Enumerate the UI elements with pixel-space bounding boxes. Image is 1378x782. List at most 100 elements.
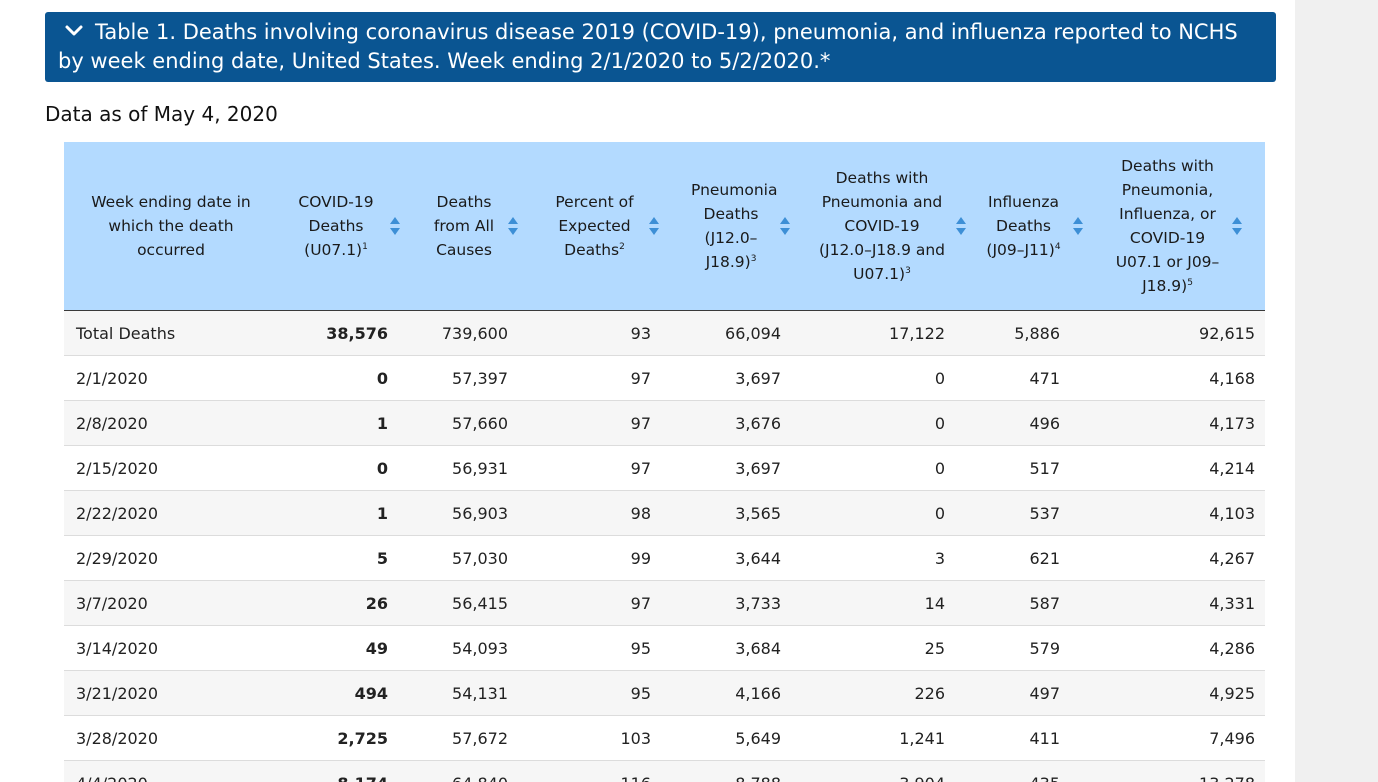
table-row: Total Deaths 38,576 739,600 93 66,094 17,122 5… [64,310,1265,356]
column-header-text: Percent of Expected Deaths [555,193,634,259]
table-cell: 3,733 [675,580,807,626]
table-cell: 411 [977,715,1090,761]
table-cell: 494 [278,670,414,716]
table-cell: 739,600 [414,310,534,356]
table-cell: 93 [534,310,675,356]
table-row: 3/7/2020 26 56,415 97 3,733 14 587 4,331 [64,580,1265,626]
table-cell: 26 [278,580,414,626]
table-cell: 3,697 [675,445,807,491]
table-cell: 517 [977,445,1090,491]
sort-icon[interactable] [1072,216,1084,236]
table-cell: 14 [807,580,977,626]
row-week-cell: 2/15/2020 [64,445,278,491]
sort-icon[interactable] [1231,216,1243,236]
sort-icon[interactable] [507,216,519,236]
table-header-row: Week ending date in which the death occu… [64,142,1265,311]
sort-icon[interactable] [389,216,401,236]
row-week-cell: 2/22/2020 [64,490,278,536]
table-cell: 4,166 [675,670,807,716]
table-cell: 4,168 [1090,355,1265,401]
sort-icon[interactable] [648,216,660,236]
column-header-2[interactable]: COVID-19 Deaths (U07.1)1 [278,142,414,311]
table-cell: 17,122 [807,310,977,356]
column-header-label: COVID-19 Deaths (U07.1)1 [291,190,381,262]
chevron-down-icon [63,21,85,41]
table-cell: 64,840 [414,760,534,782]
table-cell: 97 [534,355,675,401]
column-header-label: Deaths with Pneumonia and COVID-19 (J12.… [817,166,947,286]
table-cell: 66,094 [675,310,807,356]
table-cell: 57,397 [414,355,534,401]
footnote-marker: 2 [619,242,625,252]
table-cell: 8,174 [278,760,414,782]
table-cell: 4,103 [1090,490,1265,536]
table-cell: 3 [807,535,977,581]
table-cell: 3,676 [675,400,807,446]
column-header-3[interactable]: Deaths from All Causes [414,142,534,311]
column-header-4[interactable]: Percent of Expected Deaths2 [534,142,675,311]
table-cell: 1 [278,400,414,446]
table-cell: 97 [534,445,675,491]
table-cell: 95 [534,670,675,716]
table-cell: 4,331 [1090,580,1265,626]
row-week-cell: 2/8/2020 [64,400,278,446]
table-cell: 579 [977,625,1090,671]
table-cell: 56,415 [414,580,534,626]
table-cell: 3,644 [675,535,807,581]
table-cell: 537 [977,490,1090,536]
column-header-text: Deaths with Pneumonia and COVID-19 (J12.… [818,169,946,283]
table-title: Table 1. Deaths involving coronavirus di… [58,20,1238,73]
column-header-8[interactable]: Deaths with Pneumonia, Influenza, or COV… [1090,142,1265,311]
sort-icon[interactable] [955,216,967,236]
table-cell: 0 [807,445,977,491]
footnote-marker: 3 [905,266,911,276]
page-gutter [1295,0,1378,782]
table-cell: 13,278 [1090,760,1265,782]
column-header-text: COVID-19 Deaths (U07.1) [298,193,374,259]
table-cell: 471 [977,355,1090,401]
row-week-cell: Total Deaths [64,310,278,356]
column-header-7[interactable]: Influenza Deaths (J09–J11)4 [977,142,1090,311]
row-week-cell: 3/28/2020 [64,715,278,761]
table-cell: 57,660 [414,400,534,446]
table-row: 3/14/2020 49 54,093 95 3,684 25 579 4,286 [64,625,1265,671]
table-cell: 2,725 [278,715,414,761]
table-cell: 99 [534,535,675,581]
table-cell: 3,684 [675,625,807,671]
table-cell: 1 [278,490,414,536]
table-accordion-toggle[interactable]: Table 1. Deaths involving coronavirus di… [45,12,1276,82]
table-cell: 4,925 [1090,670,1265,716]
column-header-text: Deaths with Pneumonia, Influenza, or COV… [1115,157,1220,295]
table-row: 3/28/2020 2,725 57,672 103 5,649 1,241 411 7,49… [64,715,1265,761]
table-cell: 5,886 [977,310,1090,356]
column-header-text: Pneumonia Deaths (J12.0–J18.9) [691,181,778,271]
table-body: Total Deaths 38,576 739,600 93 66,094 17,122 5… [64,310,1265,782]
column-header-label: Pneumonia Deaths (J12.0–J18.9)3 [691,178,777,274]
column-header-5[interactable]: Pneumonia Deaths (J12.0–J18.9)3 [675,142,807,311]
column-header-text: Deaths from All Causes [433,193,495,259]
table-cell: 226 [807,670,977,716]
table-cell: 97 [534,400,675,446]
sort-icon[interactable] [779,216,791,236]
table-row: 3/21/2020 494 54,131 95 4,166 226 497 4,925 [64,670,1265,716]
table-row: 2/22/2020 1 56,903 98 3,565 0 537 4,103 [64,490,1265,536]
column-header-label: Deaths from All Causes [429,190,499,262]
footnote-marker: 3 [750,254,757,264]
table-cell: 95 [534,625,675,671]
column-header-text: Week ending date in which the death occu… [91,193,251,259]
table-cell: 0 [807,355,977,401]
table-cell: 38,576 [278,310,414,356]
row-week-cell: 2/29/2020 [64,535,278,581]
data-as-of-date: Data as of May 4, 2020 [45,102,278,126]
column-header-6[interactable]: Deaths with Pneumonia and COVID-19 (J12.… [807,142,977,311]
table-cell: 25 [807,625,977,671]
table-cell: 3,904 [807,760,977,782]
table-cell: 97 [534,580,675,626]
table-cell: 435 [977,760,1090,782]
table-cell: 5,649 [675,715,807,761]
footnote-marker: 5 [1187,278,1193,288]
table-cell: 54,093 [414,625,534,671]
table-cell: 92,615 [1090,310,1265,356]
table-cell: 54,131 [414,670,534,716]
table-cell: 3,565 [675,490,807,536]
